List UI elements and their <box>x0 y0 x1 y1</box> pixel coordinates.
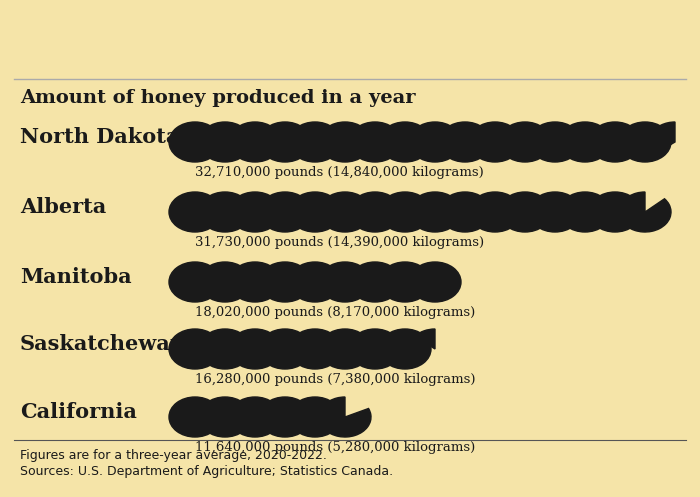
Text: Manitoba: Manitoba <box>20 267 132 287</box>
Ellipse shape <box>169 262 221 302</box>
Text: 31,730,000 pounds (14,390,000 kilograms): 31,730,000 pounds (14,390,000 kilograms) <box>195 236 484 249</box>
Ellipse shape <box>199 122 251 162</box>
Ellipse shape <box>499 122 551 162</box>
Ellipse shape <box>169 329 221 369</box>
Ellipse shape <box>409 262 461 302</box>
Ellipse shape <box>259 329 311 369</box>
Ellipse shape <box>439 122 491 162</box>
Ellipse shape <box>229 397 281 437</box>
Text: Figures are for a three-year average, 2020-2022.: Figures are for a three-year average, 20… <box>20 449 327 462</box>
Ellipse shape <box>319 192 371 232</box>
Ellipse shape <box>289 262 341 302</box>
Ellipse shape <box>619 122 671 162</box>
Text: California: California <box>20 402 137 422</box>
Ellipse shape <box>499 192 551 232</box>
Text: 32,710,000 pounds (14,840,000 kilograms): 32,710,000 pounds (14,840,000 kilograms) <box>195 166 484 179</box>
Ellipse shape <box>469 192 521 232</box>
Text: Alberta: Alberta <box>20 197 106 217</box>
Ellipse shape <box>529 192 581 232</box>
Ellipse shape <box>379 122 431 162</box>
Text: 11,640,000 pounds (5,280,000 kilograms): 11,640,000 pounds (5,280,000 kilograms) <box>195 441 475 454</box>
Ellipse shape <box>259 262 311 302</box>
Ellipse shape <box>529 122 581 162</box>
Ellipse shape <box>319 262 371 302</box>
Text: 18,020,000 pounds (8,170,000 kilograms): 18,020,000 pounds (8,170,000 kilograms) <box>195 306 475 319</box>
Ellipse shape <box>589 192 641 232</box>
Ellipse shape <box>169 192 221 232</box>
Ellipse shape <box>409 192 461 232</box>
Ellipse shape <box>379 262 431 302</box>
Ellipse shape <box>379 329 431 369</box>
Ellipse shape <box>349 329 401 369</box>
Ellipse shape <box>199 262 251 302</box>
Ellipse shape <box>199 192 251 232</box>
Ellipse shape <box>319 329 371 369</box>
Ellipse shape <box>229 329 281 369</box>
Wedge shape <box>415 329 435 349</box>
Ellipse shape <box>199 329 251 369</box>
Ellipse shape <box>259 397 311 437</box>
Ellipse shape <box>169 122 221 162</box>
Ellipse shape <box>349 122 401 162</box>
Ellipse shape <box>229 192 281 232</box>
Ellipse shape <box>349 262 401 302</box>
Text: 16,280,000 pounds (7,380,000 kilograms): 16,280,000 pounds (7,380,000 kilograms) <box>195 373 475 386</box>
Ellipse shape <box>589 122 641 162</box>
Ellipse shape <box>349 192 401 232</box>
Ellipse shape <box>319 122 371 162</box>
Ellipse shape <box>559 122 611 162</box>
Ellipse shape <box>559 192 611 232</box>
Ellipse shape <box>229 122 281 162</box>
Ellipse shape <box>199 397 251 437</box>
Wedge shape <box>619 192 671 232</box>
Text: Saskatchewan: Saskatchewan <box>20 334 186 354</box>
Ellipse shape <box>439 192 491 232</box>
Wedge shape <box>649 122 675 154</box>
Ellipse shape <box>289 329 341 369</box>
Ellipse shape <box>169 397 221 437</box>
Ellipse shape <box>289 397 341 437</box>
Ellipse shape <box>229 262 281 302</box>
Ellipse shape <box>289 192 341 232</box>
Ellipse shape <box>289 122 341 162</box>
Ellipse shape <box>259 192 311 232</box>
Ellipse shape <box>409 122 461 162</box>
Ellipse shape <box>259 122 311 162</box>
Text: North Dakota: North Dakota <box>20 127 179 147</box>
Wedge shape <box>319 397 371 437</box>
Ellipse shape <box>469 122 521 162</box>
Ellipse shape <box>379 192 431 232</box>
Text: Sources: U.S. Department of Agriculture; Statistics Canada.: Sources: U.S. Department of Agriculture;… <box>20 465 393 478</box>
Text: Amount of honey produced in a year: Amount of honey produced in a year <box>20 89 416 107</box>
